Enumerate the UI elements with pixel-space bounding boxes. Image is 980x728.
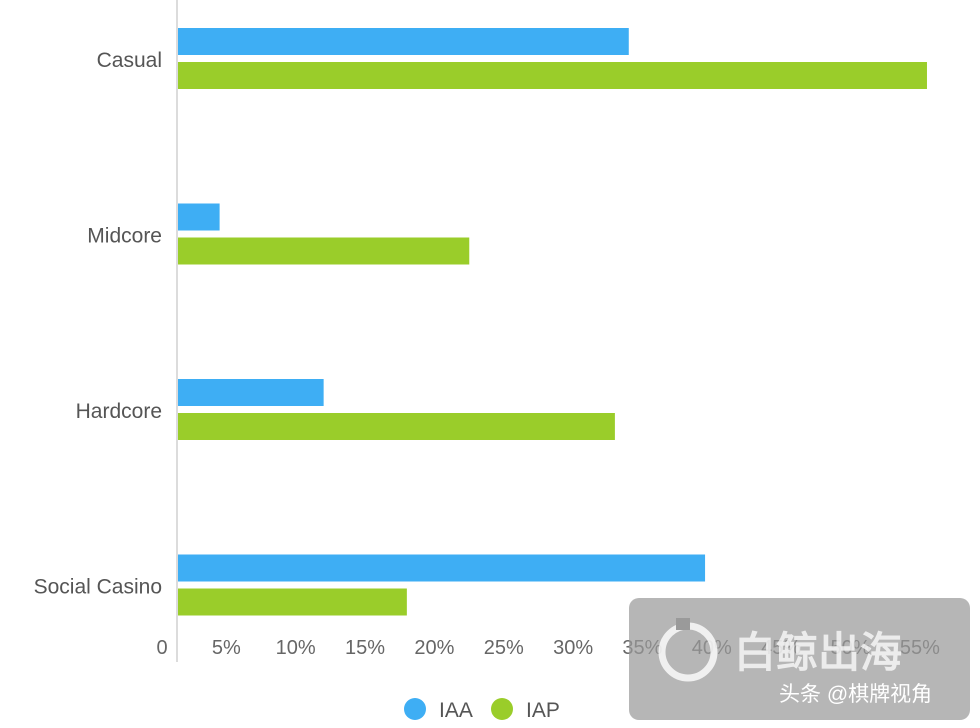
bar-iap-social-casino — [178, 588, 407, 616]
x-tick-label: 30% — [553, 637, 593, 659]
watermark-credit: 头条 @棋牌视角 — [779, 683, 932, 706]
watermark-logo-text: 白鲸出海 — [734, 629, 902, 676]
bars-group — [178, 28, 927, 616]
bar-iaa-casual — [178, 28, 629, 55]
legend-label-iaa: IAA — [439, 699, 473, 722]
legend-label-iap: IAP — [526, 699, 560, 722]
bar-iap-hardcore — [178, 413, 615, 440]
watermark: 白鲸出海 头条 @棋牌视角 — [629, 598, 970, 720]
category-label-social-casino: Social Casino — [34, 576, 162, 599]
x-tick-label: 20% — [414, 637, 454, 659]
whale-logo-icon — [658, 618, 718, 682]
x-tick-label: 5% — [212, 637, 241, 659]
x-tick-label: 10% — [276, 637, 316, 659]
category-label-casual: Casual — [97, 49, 162, 72]
bar-iap-casual — [178, 62, 927, 89]
category-label-midcore: Midcore — [87, 225, 162, 248]
x-tick-label: 15% — [345, 637, 385, 659]
x-tick-label: 0 — [156, 637, 167, 659]
category-label-hardcore: Hardcore — [76, 400, 162, 423]
legend-marker-iaa — [404, 698, 426, 720]
legend-marker-iap — [491, 698, 513, 720]
watermark-background — [629, 598, 970, 720]
legend: IAA IAP — [404, 698, 560, 722]
bar-iaa-midcore — [178, 203, 220, 231]
bar-iaa-social-casino — [178, 554, 706, 582]
bar-iaa-hardcore — [178, 379, 324, 406]
bar-iap-midcore — [178, 237, 470, 265]
category-labels: Casual Midcore Hardcore Social Casino — [34, 49, 162, 599]
x-tick-label: 25% — [484, 637, 524, 659]
